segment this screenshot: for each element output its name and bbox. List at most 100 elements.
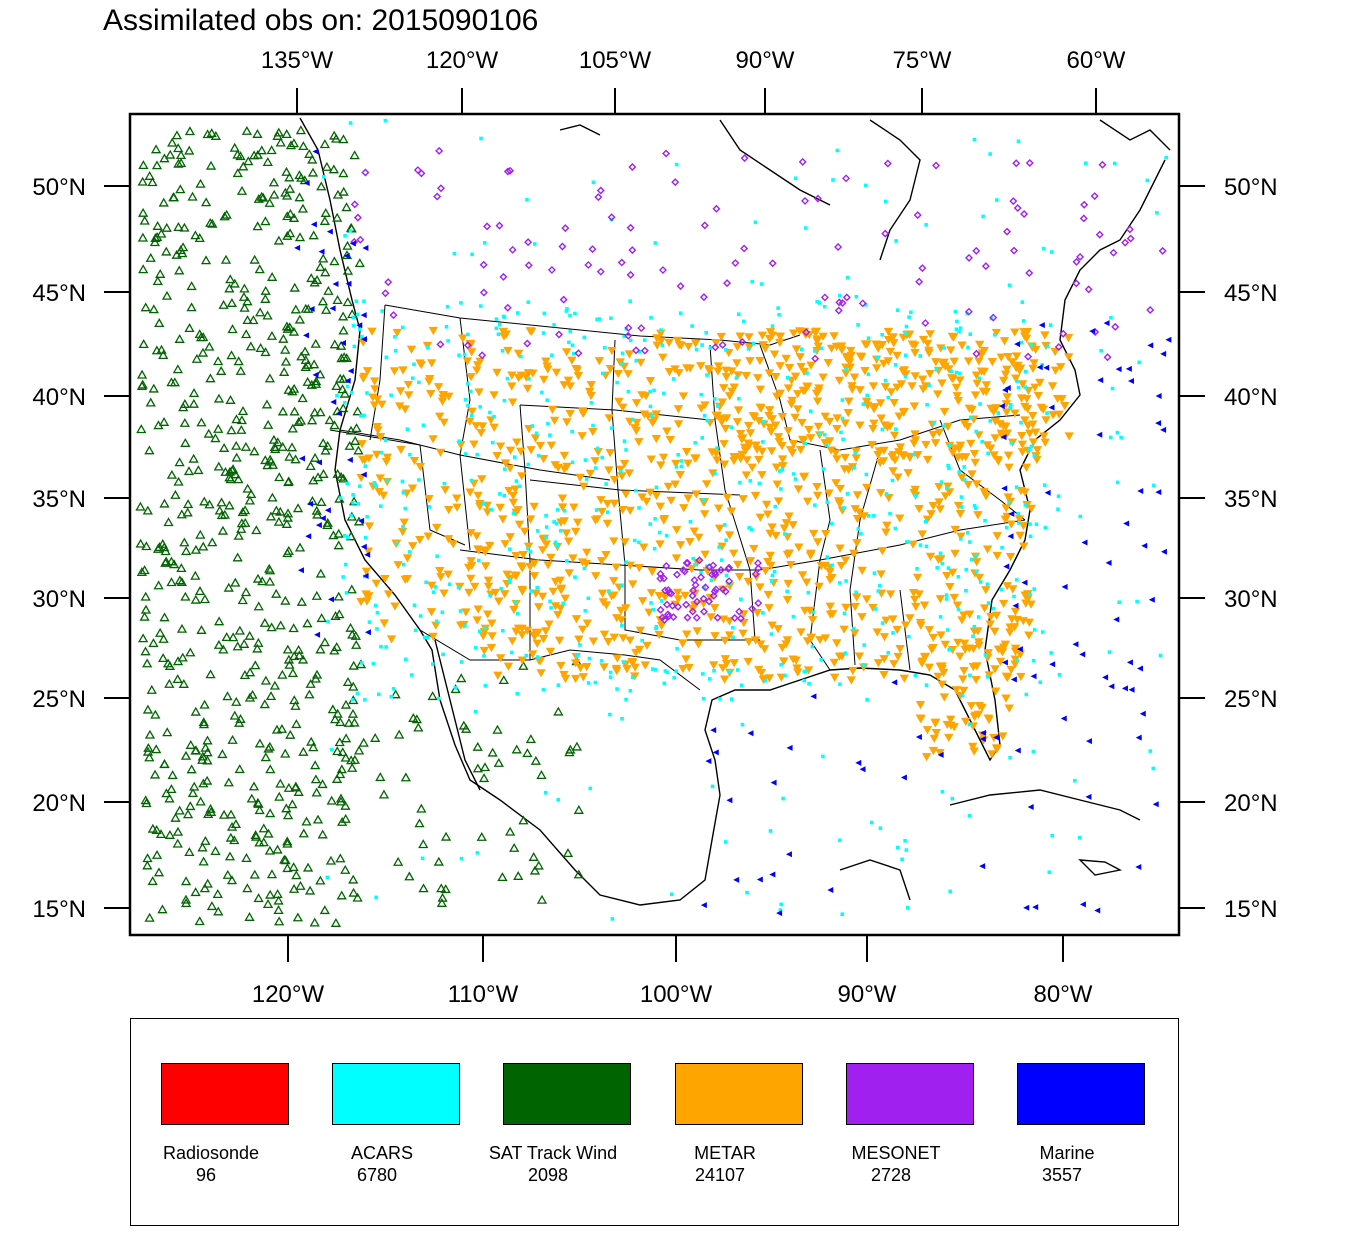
metar-mark xyxy=(375,433,386,442)
legend-swatch xyxy=(503,1063,631,1125)
sat-track-wind-mark xyxy=(198,856,209,866)
metar-mark xyxy=(829,673,840,682)
acars-mark xyxy=(483,683,488,688)
sat-track-wind-mark xyxy=(573,869,584,879)
metar-mark xyxy=(625,561,635,570)
metar-mark xyxy=(840,453,850,463)
acars-mark xyxy=(628,689,633,693)
acars-mark xyxy=(968,416,973,420)
sat-track-wind-mark xyxy=(341,202,352,212)
sat-track-wind-mark xyxy=(308,475,319,485)
sat-track-wind-mark xyxy=(241,125,252,135)
top-lon-label: 60°W xyxy=(1067,47,1126,74)
metar-mark xyxy=(544,620,554,629)
metar-mark xyxy=(476,429,486,438)
sat-track-wind-mark xyxy=(284,322,295,332)
acars-mark xyxy=(1027,447,1032,452)
sat-track-wind-mark xyxy=(255,343,266,352)
acars-mark xyxy=(778,908,783,912)
metar-mark xyxy=(981,381,992,390)
metar-mark xyxy=(1020,488,1030,497)
acars-mark xyxy=(348,229,353,233)
acars-mark xyxy=(482,626,487,630)
metar-mark xyxy=(912,451,923,460)
sat-track-wind-mark xyxy=(218,299,229,309)
sat-track-wind-mark xyxy=(312,509,323,519)
metar-mark xyxy=(1015,531,1025,540)
metar-mark xyxy=(862,483,872,493)
metar-mark xyxy=(992,532,1002,541)
acars-mark xyxy=(556,683,561,687)
metar-mark xyxy=(470,582,480,591)
acars-mark xyxy=(737,396,741,401)
metar-mark xyxy=(963,480,973,490)
metar-mark xyxy=(604,466,614,475)
sat-track-wind-mark xyxy=(312,814,324,824)
mesonet-mark xyxy=(479,260,488,269)
acars-mark xyxy=(628,299,632,304)
acars-mark xyxy=(529,589,534,593)
marine-mark xyxy=(1010,676,1017,683)
acars-mark xyxy=(665,670,670,675)
sat-track-wind-mark xyxy=(418,883,429,893)
metar-mark xyxy=(916,621,926,630)
mesonet-mark xyxy=(1158,246,1167,255)
acars-mark xyxy=(944,597,949,601)
sat-track-wind-mark xyxy=(291,870,302,880)
acars-mark xyxy=(425,635,430,640)
acars-mark xyxy=(1016,521,1021,525)
mesonet-mark xyxy=(842,174,851,183)
sat-track-wind-mark xyxy=(227,324,238,334)
right-lat-label: 30°N xyxy=(1224,586,1278,613)
metar-mark xyxy=(607,346,617,356)
acars-mark xyxy=(501,628,505,633)
metar-mark xyxy=(766,427,776,437)
right-lat-label: 20°N xyxy=(1224,790,1278,817)
sat-track-wind-mark xyxy=(330,918,342,927)
sat-track-wind-mark xyxy=(288,138,300,148)
sat-track-wind-mark xyxy=(309,359,320,369)
metar-mark xyxy=(782,636,793,645)
metar-mark xyxy=(634,438,644,447)
sat-track-wind-mark xyxy=(264,197,275,207)
metar-mark xyxy=(909,402,920,411)
acars-mark xyxy=(588,786,593,791)
marine-mark xyxy=(344,377,351,384)
acars-mark xyxy=(632,538,637,543)
metar-mark xyxy=(408,542,418,551)
metar-mark xyxy=(548,587,558,596)
acars-mark xyxy=(1034,522,1039,527)
acars-mark xyxy=(946,463,950,468)
sat-track-wind-mark xyxy=(174,457,185,467)
metar-mark xyxy=(928,430,938,440)
sat-track-wind-mark xyxy=(338,168,349,178)
acars-mark xyxy=(468,389,473,394)
sat-track-wind-mark xyxy=(320,267,331,277)
mesonet-mark xyxy=(682,600,691,609)
metar-mark xyxy=(937,379,947,388)
metar-mark xyxy=(517,656,528,665)
mesonet-mark xyxy=(1126,234,1135,243)
metar-mark xyxy=(1000,515,1010,524)
sat-track-wind-mark xyxy=(319,905,330,915)
metar-mark xyxy=(744,637,754,647)
sat-track-wind-mark xyxy=(262,419,274,429)
acars-mark xyxy=(548,433,552,437)
sat-track-wind-mark xyxy=(295,880,306,890)
legend-swatch xyxy=(1017,1063,1145,1125)
acars-mark xyxy=(573,575,577,579)
sat-track-wind-mark xyxy=(458,720,469,730)
metar-mark xyxy=(374,488,384,497)
metar-mark xyxy=(1002,582,1012,591)
acars-mark xyxy=(421,423,426,428)
sat-track-wind-mark xyxy=(236,523,247,533)
acars-mark xyxy=(783,532,787,536)
metar-mark xyxy=(560,594,570,603)
metar-mark xyxy=(794,543,804,552)
marine-mark xyxy=(356,322,363,329)
metar-mark xyxy=(573,372,584,381)
sat-track-wind-mark xyxy=(317,829,328,839)
metar-mark xyxy=(938,668,949,678)
acars-mark xyxy=(494,326,499,331)
acars-mark xyxy=(593,680,598,685)
